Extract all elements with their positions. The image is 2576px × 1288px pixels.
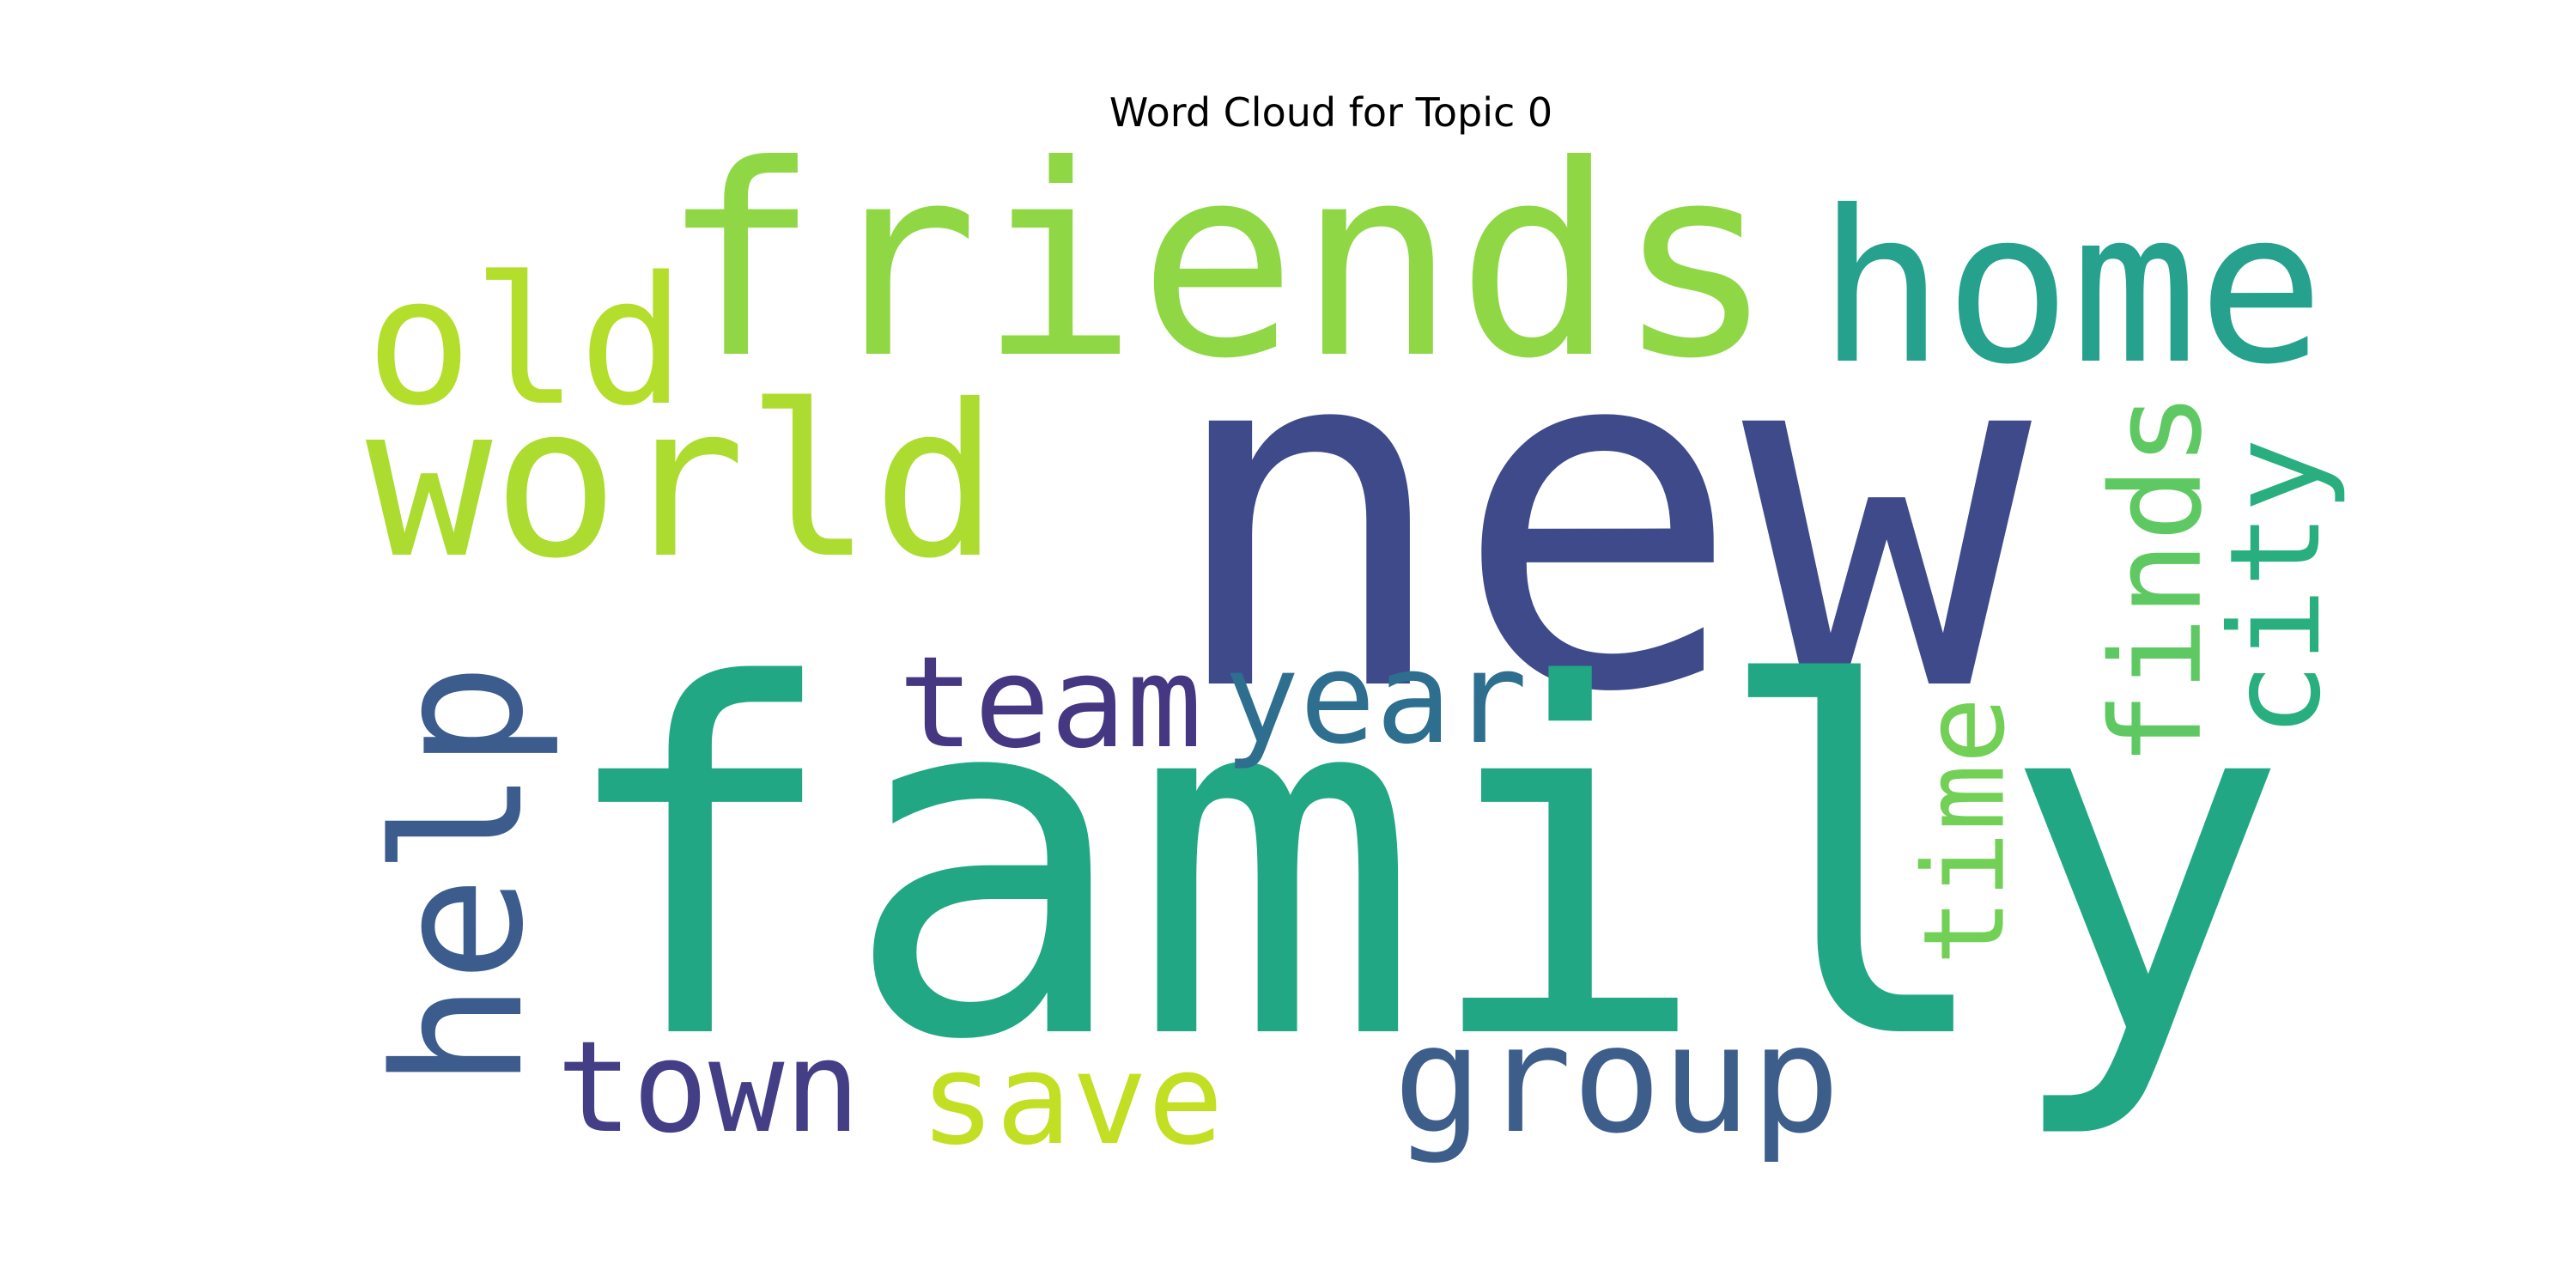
word-finds: finds xyxy=(2084,391,2230,767)
word-help: help xyxy=(356,662,563,1090)
word-family: family xyxy=(552,586,2290,1145)
word-city: city xyxy=(2202,437,2348,738)
word-group: group xyxy=(1393,992,1841,1166)
word-town: town xyxy=(556,1013,861,1161)
word-old: old xyxy=(366,239,686,445)
word-home: home xyxy=(1818,165,2325,410)
word-time: time xyxy=(1899,696,2030,966)
word-team: team xyxy=(898,629,1203,776)
word-year: year xyxy=(1224,624,1528,772)
word-friends: friends xyxy=(660,108,1776,416)
word-new: new xyxy=(1163,238,2032,798)
chart-title: Word Cloud for Topic 0 xyxy=(1109,89,1553,136)
word-save: save xyxy=(920,1025,1224,1173)
word-world: world xyxy=(366,359,999,605)
